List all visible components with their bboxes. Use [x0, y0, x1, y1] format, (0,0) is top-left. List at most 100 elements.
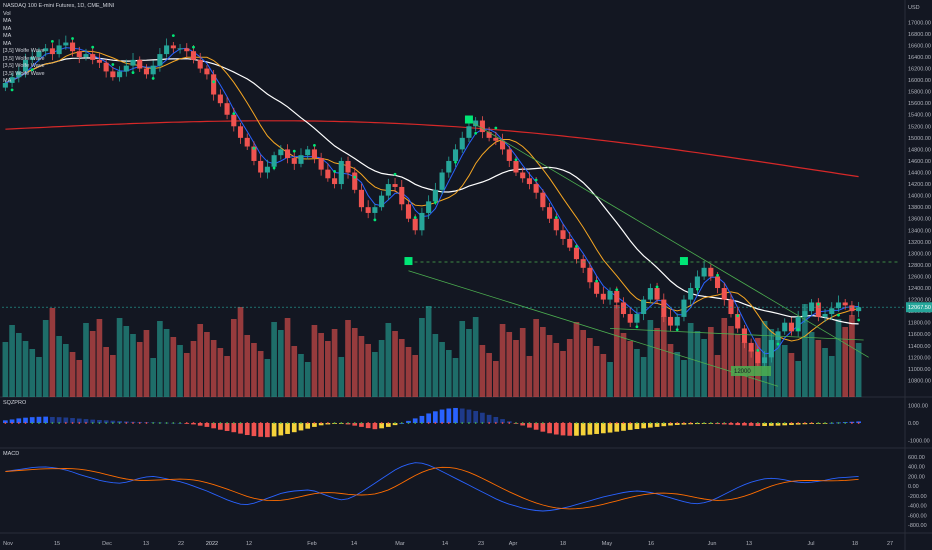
sqz-bar	[580, 423, 586, 436]
legend-item: [3,5] Wolfe Wave	[3, 48, 45, 54]
sqz-dot	[857, 422, 860, 424]
sqz-dot	[629, 422, 632, 424]
candle	[728, 299, 734, 315]
volume-bar	[627, 341, 634, 397]
candle	[688, 288, 694, 300]
volume-bar	[304, 362, 311, 397]
x-tick-label: May	[602, 541, 613, 547]
sqz-dot	[400, 422, 403, 424]
volume-bar	[264, 359, 271, 397]
candle	[358, 189, 365, 208]
candle	[258, 160, 264, 173]
trend-dot	[10, 88, 14, 92]
candle	[426, 201, 432, 213]
volume-bar	[842, 327, 849, 397]
sqz-dot	[622, 422, 625, 424]
sqz-dot	[454, 422, 457, 424]
sqz-bar	[768, 423, 774, 426]
volume-bar	[560, 351, 566, 397]
sqz-bar	[265, 423, 270, 438]
sqz-dot	[4, 422, 7, 424]
candle	[641, 299, 647, 315]
candle	[83, 54, 89, 57]
volume-bar	[150, 358, 156, 397]
sqz-dot	[676, 422, 679, 424]
sqz-bar	[359, 423, 364, 427]
candle	[822, 314, 828, 317]
sqz-bar	[318, 423, 324, 426]
sqz-bar	[607, 423, 613, 433]
sqz-dot	[367, 422, 370, 424]
y-tick-label: 11600.00	[908, 332, 931, 338]
volume-bar	[694, 331, 701, 397]
sqz-dot	[696, 422, 699, 424]
x-tick-label: Mar	[395, 541, 405, 547]
y-tick-label: 13200.00	[908, 240, 931, 246]
macd-tick-label: -200.00	[908, 494, 927, 500]
volume-bar	[768, 329, 775, 397]
volume-bar	[230, 319, 237, 397]
sqz-dot	[414, 422, 417, 424]
sqz-dot	[797, 422, 800, 424]
candle	[681, 299, 687, 317]
sqz-dot	[602, 422, 605, 424]
trend-dot	[454, 160, 457, 164]
sqz-dot	[501, 422, 504, 424]
candle	[291, 158, 297, 164]
trend-dot	[736, 314, 740, 318]
x-tick-label: Feb	[307, 541, 316, 547]
volume-bar	[734, 334, 741, 397]
volume-bar	[398, 339, 405, 397]
sqz-bar	[648, 423, 653, 428]
candle	[177, 48, 183, 50]
sqz-dot	[615, 422, 618, 424]
sqz-dot	[38, 422, 40, 424]
y-tick-label: 15800.00	[908, 90, 931, 96]
candle	[332, 178, 338, 185]
sqz-bar	[406, 420, 411, 423]
sqz-dot	[132, 422, 134, 424]
volume-bar	[325, 341, 331, 397]
y-tick-label: 16200.00	[908, 67, 931, 73]
sqz-bar	[70, 418, 75, 423]
candle	[788, 322, 795, 332]
sqz-dot	[609, 422, 611, 424]
x-tick-label: 13	[143, 541, 149, 547]
sqz-dot	[743, 422, 746, 424]
wolfe-marker	[404, 257, 413, 266]
candle	[499, 140, 506, 150]
candle	[620, 302, 627, 315]
sqz-bar	[486, 414, 492, 423]
sqz-bar	[224, 423, 230, 431]
sqz-bar	[56, 417, 62, 423]
volume-bar	[728, 326, 734, 397]
sqz-bar	[668, 423, 673, 426]
volume-bar	[526, 356, 533, 397]
candle	[150, 65, 156, 75]
sqz-dot	[326, 422, 329, 424]
candle	[708, 267, 714, 277]
sqz-dot	[810, 422, 813, 424]
sqz-dot	[851, 422, 853, 424]
wolfe-marker	[464, 115, 473, 124]
macd-tick-label: 600.00	[908, 455, 925, 461]
volume-bar	[600, 354, 607, 397]
volume-bar	[29, 349, 36, 397]
trend-dot	[716, 273, 719, 277]
sqz-dot	[279, 422, 282, 424]
sqz-dot	[709, 422, 712, 424]
volume-bar	[338, 357, 345, 397]
sqz-bar	[459, 408, 465, 423]
legend-item: MA	[3, 25, 12, 32]
sqz-bar	[762, 423, 767, 427]
sqz-dot	[44, 422, 47, 424]
legend-item: MA	[3, 40, 12, 47]
legend-item: Vol	[3, 10, 11, 17]
x-tick-label: 27	[887, 541, 893, 547]
volume-bar	[855, 343, 862, 397]
candle	[211, 74, 217, 95]
sqz-bar	[520, 423, 526, 426]
volume-bar	[385, 323, 392, 397]
volume-bar	[76, 360, 83, 397]
